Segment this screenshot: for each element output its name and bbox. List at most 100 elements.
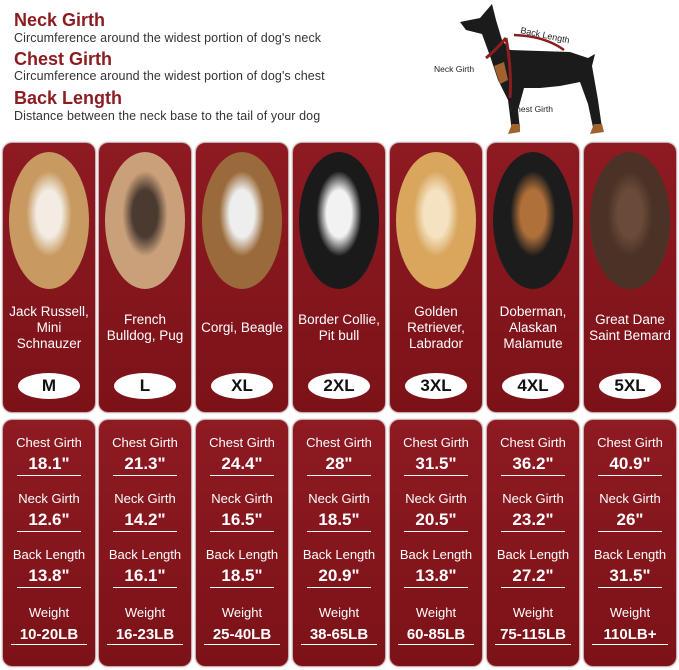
chest-girth-label: Chest Girth [306,435,372,450]
chest-girth-title: Chest Girth [14,49,113,69]
neck-girth-value: 20.5" [404,510,468,532]
breed-names: Great Dane Saint Bemard [584,295,676,361]
chest-girth-label: Chest Girth [16,435,82,450]
breed-text: Jack Russell, Mini Schnauzer [9,304,89,351]
breed-names: Border Collie, Pit bull [293,295,385,361]
back-length-value: 16.1" [113,566,177,588]
breed-text: Border Collie, Pit bull [298,312,380,343]
size-badge: 5XL [599,373,661,399]
back-length-label: Back Length [593,547,667,562]
neck-girth-label: Neck Girth [18,491,80,506]
back-length-value: 20.9" [307,566,371,588]
dog-photo [396,152,476,289]
size-badge: M [18,373,80,399]
neck-girth-label: Neck Girth [114,491,176,506]
dog-photo [299,152,379,289]
weight-value: 75-115LB [495,626,571,645]
weight-value: 110LB+ [592,626,668,645]
size-card-4xl: Doberman, Alaskan Malamute 4XL [487,143,579,412]
chest-girth-value: 24.4" [210,454,274,476]
back-length-label: Back Length [108,547,182,562]
chest-girth-label: Chest Girth [403,435,469,450]
back-length-label: Back Length [399,547,473,562]
measurements-card-l: Chest Girth 21.3" Neck Girth 14.2" Back … [99,420,191,666]
size-badge: XL [211,373,273,399]
weight-label: Weight [28,605,70,620]
dog-photo [493,152,573,289]
breed-text: French Bulldog, Pug [106,312,184,343]
size-card-3xl: Golden Retriever, Labrador 3XL [390,143,482,412]
chest-girth-value: 28" [307,454,371,476]
chest-girth-value: 18.1" [17,454,81,476]
breed-names: Golden Retriever, Labrador [390,295,482,361]
chest-girth-value: 40.9" [598,454,662,476]
measurements-card-5xl: Chest Girth 40.9" Neck Girth 26" Back Le… [584,420,676,666]
back-length-value: 27.2" [501,566,565,588]
diagram-neck-girth: Neck Girth [434,64,474,74]
measurements-card-xl: Chest Girth 24.4" Neck Girth 16.5" Back … [196,420,288,666]
breed-text: Corgi, Beagle [201,320,283,335]
weight-value: 38-65LB [301,626,377,645]
back-length-value: 13.8" [17,566,81,588]
weight-label: Weight [609,605,651,620]
neck-girth-value: 18.5" [307,510,371,532]
back-length-value: 31.5" [598,566,662,588]
size-card-xl: Corgi, Beagle XL [196,143,288,412]
dog-photo [105,152,185,289]
breed-text: Golden Retriever, Labrador [407,304,465,351]
neck-girth-value: 16.5" [210,510,274,532]
size-badge: 4XL [502,373,564,399]
size-card-2xl: Border Collie, Pit bull 2XL [293,143,385,412]
chest-girth-value: 31.5" [404,454,468,476]
size-badge: 3XL [405,373,467,399]
neck-girth-title: Neck Girth [14,10,106,30]
measurements-card-3xl: Chest Girth 31.5" Neck Girth 20.5" Back … [390,420,482,666]
back-length-value: 18.5" [210,566,274,588]
neck-girth-label: Neck Girth [599,491,661,506]
neck-girth-label: Neck Girth [211,491,273,506]
breed-names: Jack Russell, Mini Schnauzer [3,295,95,361]
chest-girth-label: Chest Girth [500,435,566,450]
back-length-value: 13.8" [404,566,468,588]
weight-value: 60-85LB [398,626,474,645]
neck-girth-value: 14.2" [113,510,177,532]
back-length-label: Back Length [302,547,376,562]
neck-girth-desc: Circumference around the widest portion … [14,31,322,45]
back-length-desc: Distance between the neck base to the ta… [14,109,321,123]
breed-names: Doberman, Alaskan Malamute [487,295,579,361]
weight-value: 10-20LB [11,626,87,645]
neck-girth-label: Neck Girth [405,491,467,506]
measurements-card-2xl: Chest Girth 28" Neck Girth 18.5" Back Le… [293,420,385,666]
diagram-back-length: Back Length [520,25,571,45]
size-card-5xl: Great Dane Saint Bemard 5XL [584,143,676,412]
size-card-l: French Bulldog, Pug L [99,143,191,412]
weight-label: Weight [318,605,360,620]
size-card-m: Jack Russell, Mini Schnauzer M [3,143,95,412]
neck-girth-value: 26" [598,510,662,532]
measurements-card-4xl: Chest Girth 36.2" Neck Girth 23.2" Back … [487,420,579,666]
neck-girth-label: Neck Girth [308,491,370,506]
dog-photo [202,152,282,289]
weight-label: Weight [512,605,554,620]
chest-girth-label: Chest Girth [112,435,178,450]
back-length-label: Back Length [205,547,279,562]
dog-measurement-diagram: Back Length Neck Girth Chest Girth [434,4,604,134]
chest-girth-label: Chest Girth [209,435,275,450]
chest-girth-value: 21.3" [113,454,177,476]
weight-value: 16-23LB [107,626,183,645]
doberman-illustration [460,4,604,134]
breed-names: French Bulldog, Pug [99,295,191,361]
weight-label: Weight [124,605,166,620]
back-length-title: Back Length [14,88,123,108]
chest-girth-value: 36.2" [501,454,565,476]
chest-girth-label: Chest Girth [597,435,663,450]
size-badge: L [114,373,176,399]
back-length-label: Back Length [12,547,86,562]
chest-girth-desc: Circumference around the widest portion … [14,69,325,83]
diagram-chest-girth: Chest Girth [510,104,553,114]
breed-names: Corgi, Beagle [196,295,288,361]
weight-value: 25-40LB [204,626,280,645]
weight-label: Weight [415,605,457,620]
breed-text: Doberman, Alaskan Malamute [499,304,567,351]
